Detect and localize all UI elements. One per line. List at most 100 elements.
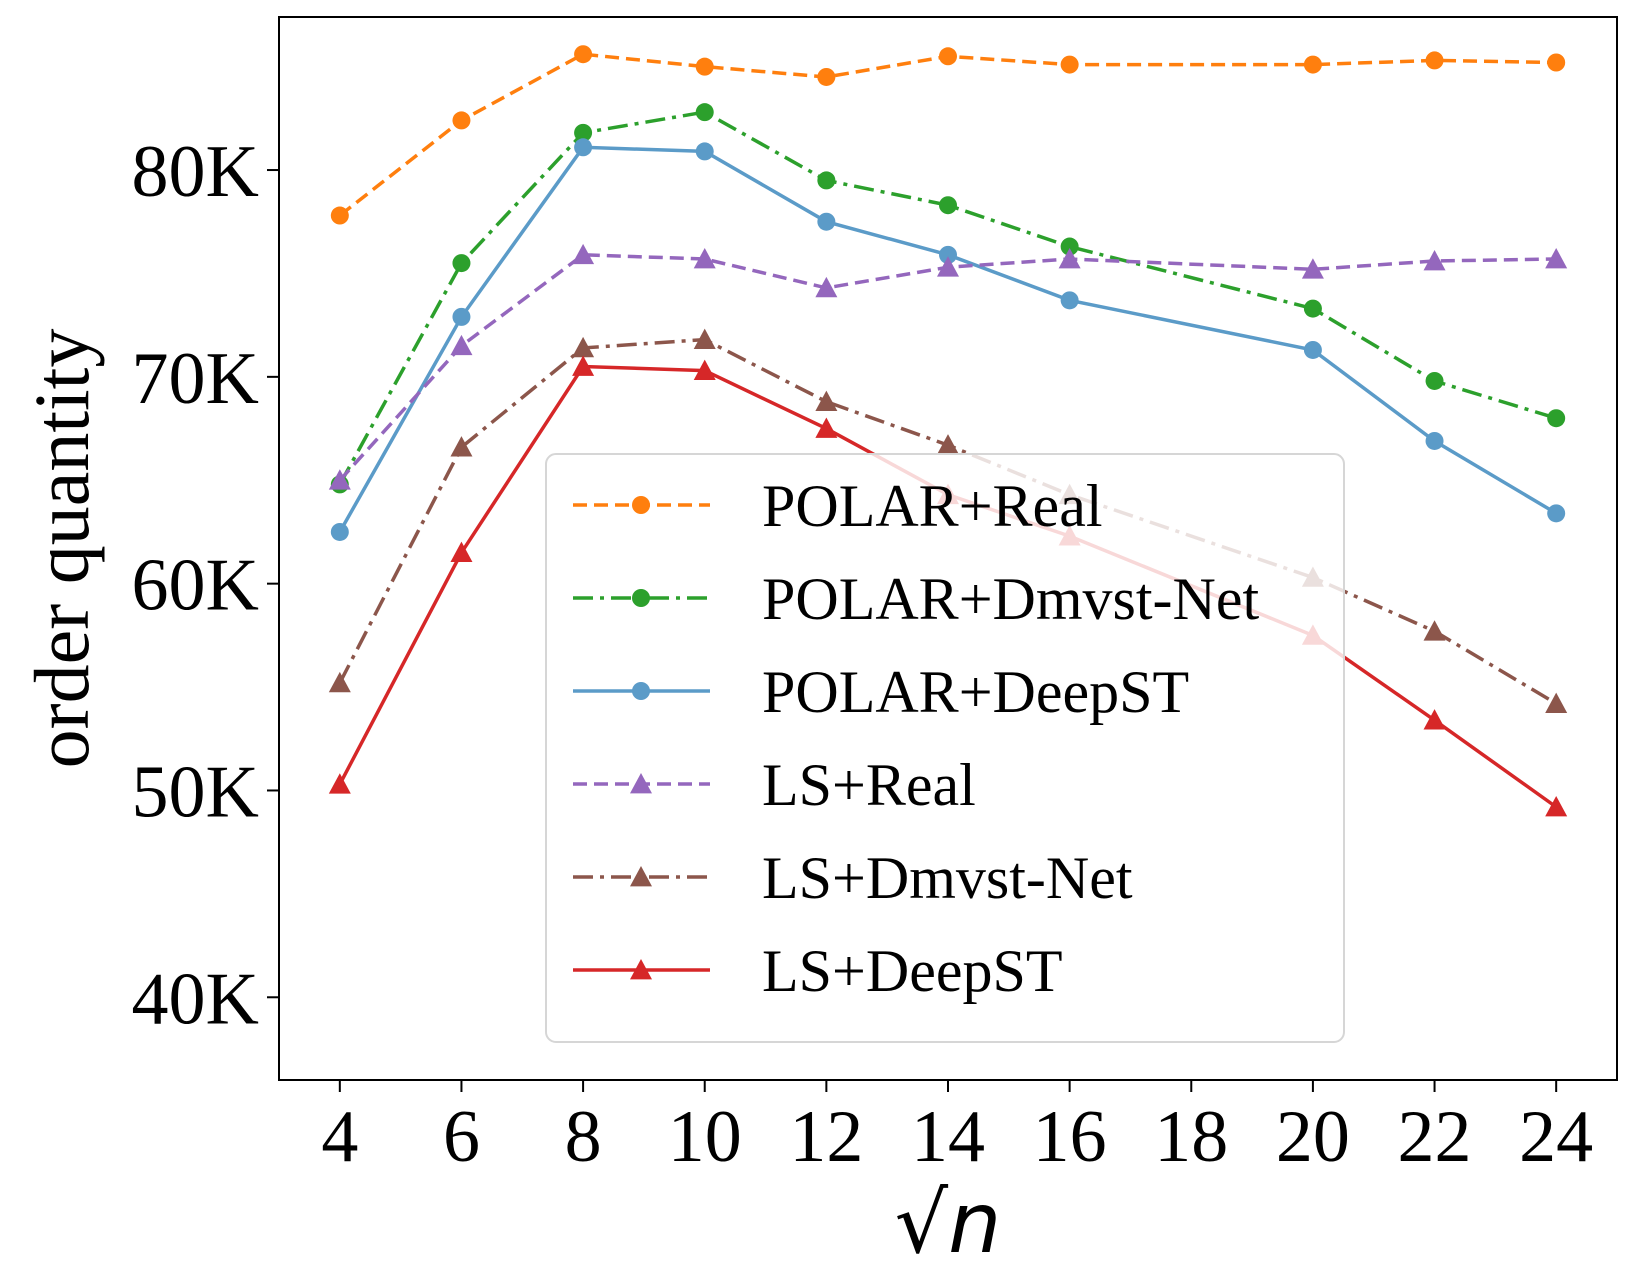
y-axis-title: order quantity xyxy=(18,329,105,769)
data-point-polar-dmvst-net xyxy=(1425,371,1444,390)
legend-label: POLAR+DeepST xyxy=(762,659,1189,725)
legend-label: LS+DeepST xyxy=(762,938,1062,1004)
y-tick-label: 40K xyxy=(132,958,259,1040)
legend-marker xyxy=(632,496,650,514)
x-tick-label: 20 xyxy=(1276,1096,1350,1178)
legend-entry-ls-deepst: LS+DeepST xyxy=(573,938,1062,1004)
data-point-polar-real xyxy=(1425,51,1444,70)
data-point-ls-deepst xyxy=(328,773,351,794)
data-point-polar-dmvst-net xyxy=(817,171,836,190)
legend-label: LS+Real xyxy=(762,752,976,818)
data-point-ls-deepst xyxy=(572,355,595,376)
data-point-ls-dmvst-net xyxy=(1423,620,1446,641)
data-point-ls-dmvst-net xyxy=(815,390,838,412)
series-line-polar-real xyxy=(338,52,1557,217)
data-point-polar-dmvst-net xyxy=(1303,299,1322,318)
legend-marker xyxy=(632,682,650,700)
y-tick-label: 50K xyxy=(132,751,259,833)
series-ls-real xyxy=(328,243,1568,490)
x-tick-label: 16 xyxy=(1033,1096,1107,1178)
data-point-ls-deepst xyxy=(693,359,716,380)
data-point-ls-deepst xyxy=(1545,796,1568,817)
x-tick-label: 22 xyxy=(1398,1096,1472,1178)
data-point-polar-real xyxy=(574,45,593,64)
legend: POLAR+Real POLAR+Dmvst-Net POLAR+DeepST LS+… xyxy=(545,453,1345,1043)
data-point-ls-dmvst-net xyxy=(328,671,351,693)
series-line-ls-real xyxy=(338,253,1557,482)
x-tick-label: 4 xyxy=(321,1096,358,1178)
data-point-polar-dmvst-net xyxy=(939,196,957,215)
x-tick-label: 12 xyxy=(789,1096,863,1178)
data-point-polar-dmvst-net xyxy=(695,103,714,122)
plot-layer xyxy=(328,45,1568,817)
data-point-ls-real xyxy=(1545,247,1568,269)
data-point-polar-real xyxy=(330,206,349,225)
data-point-polar-deepst xyxy=(1547,504,1566,523)
legend-label: POLAR+Real xyxy=(762,473,1103,539)
legend-entry-polar-real: POLAR+Real xyxy=(573,473,1103,539)
data-point-ls-deepst xyxy=(450,541,473,562)
data-point-polar-real xyxy=(939,47,957,66)
data-point-polar-real xyxy=(1303,55,1322,74)
data-point-ls-real xyxy=(815,276,838,298)
series-line-ls-dmvst-net xyxy=(338,337,1558,706)
data-point-ls-deepst xyxy=(1423,709,1446,730)
data-point-polar-real xyxy=(695,57,714,76)
legend-marker xyxy=(630,773,652,794)
x-tick-label: 14 xyxy=(911,1096,985,1178)
x-tick-label: 6 xyxy=(443,1096,480,1178)
legend-entry-ls-dmvst-net: LS+Dmvst-Net xyxy=(573,845,1133,911)
x-axis-title: √n xyxy=(895,1174,1002,1272)
data-point-polar-dmvst-net xyxy=(574,123,593,142)
series-line-polar-deepst xyxy=(338,145,1558,533)
y-tick-label: 70K xyxy=(132,338,259,420)
legend-label: LS+Dmvst-Net xyxy=(762,845,1133,911)
legend-entry-ls-real: LS+Real xyxy=(573,752,976,818)
data-point-ls-real xyxy=(1423,250,1446,271)
series-line-polar-dmvst-net xyxy=(338,110,1557,486)
legend-entry-polar-dmvst-net: POLAR+Dmvst-Net xyxy=(573,566,1259,632)
data-point-polar-real xyxy=(817,67,836,86)
data-point-polar-deepst xyxy=(330,522,349,541)
data-point-ls-real xyxy=(450,334,473,356)
data-point-ls-dmvst-net xyxy=(572,336,595,358)
axes: 4 6 8 10 12 14 16 18 20 22 24 40K 50K 60K 70K 80K xyxy=(132,131,1594,1178)
data-point-ls-real xyxy=(1058,247,1081,269)
data-point-ls-real xyxy=(328,469,351,490)
data-point-polar-deepst xyxy=(695,142,714,161)
data-point-ls-real xyxy=(1301,258,1324,279)
data-point-polar-deepst xyxy=(939,245,957,264)
x-tick-label: 18 xyxy=(1154,1096,1228,1178)
legend-marker xyxy=(632,589,650,607)
x-tick-label: 24 xyxy=(1519,1096,1593,1178)
y-tick-label: 80K xyxy=(132,131,259,213)
x-tick-label: 8 xyxy=(565,1096,602,1178)
x-tick-label: 10 xyxy=(668,1096,742,1178)
legend-marker xyxy=(630,866,652,887)
legend-label: POLAR+Dmvst-Net xyxy=(762,566,1259,632)
data-point-polar-dmvst-net xyxy=(452,254,471,273)
data-point-ls-deepst xyxy=(815,417,838,438)
legend-entry-polar-deepst: POLAR+DeepST xyxy=(573,659,1189,725)
data-point-ls-real xyxy=(572,243,595,265)
data-point-polar-real xyxy=(1060,55,1079,74)
legend-marker xyxy=(630,959,652,980)
data-point-polar-deepst xyxy=(1303,340,1322,359)
data-point-polar-real xyxy=(452,111,471,130)
data-point-ls-dmvst-net xyxy=(1545,692,1568,713)
data-point-ls-dmvst-net xyxy=(450,436,473,457)
data-point-polar-deepst xyxy=(1060,291,1079,310)
data-point-polar-dmvst-net xyxy=(1060,237,1079,256)
legend-box xyxy=(545,453,1345,1043)
data-point-polar-deepst xyxy=(574,138,593,157)
y-tick-label: 60K xyxy=(132,545,259,627)
data-point-ls-dmvst-net xyxy=(693,328,716,349)
data-point-ls-real xyxy=(937,256,959,277)
data-point-polar-real xyxy=(1547,53,1566,72)
data-point-polar-deepst xyxy=(452,307,471,326)
data-point-ls-dmvst-net xyxy=(937,434,959,455)
series-polar-dmvst-net xyxy=(330,103,1566,494)
data-point-polar-deepst xyxy=(817,212,836,231)
series-polar-real xyxy=(330,45,1566,225)
